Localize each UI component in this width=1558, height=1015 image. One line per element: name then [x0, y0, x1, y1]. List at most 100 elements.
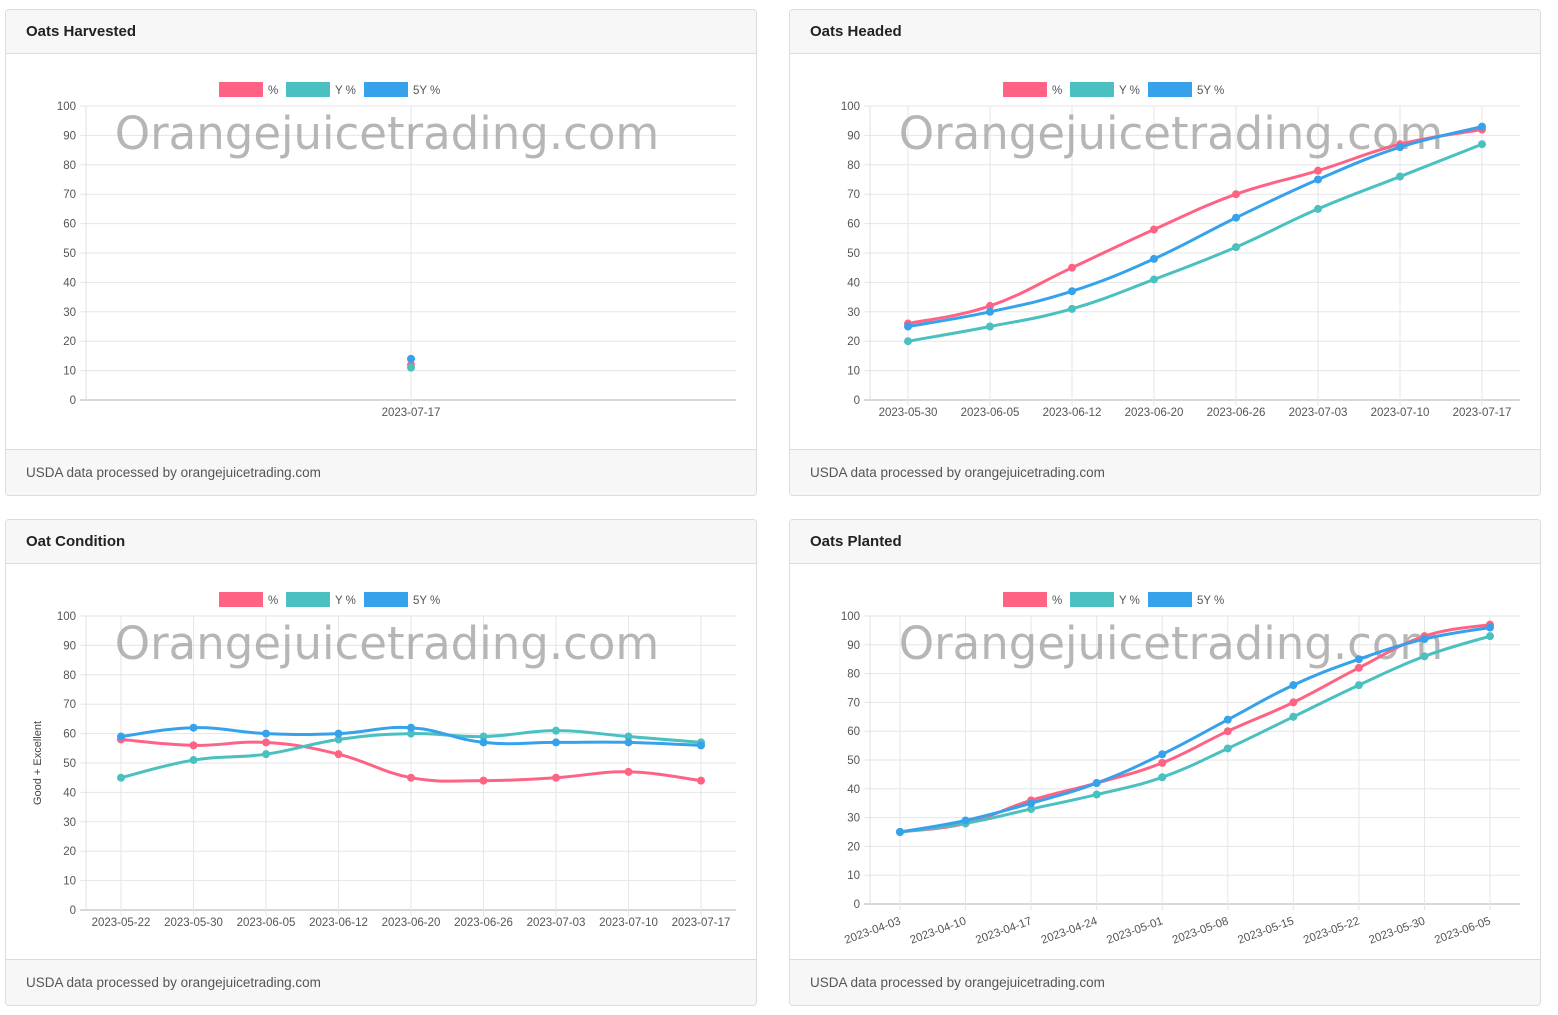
data-point[interactable]: [986, 307, 994, 316]
data-point[interactable]: [1232, 243, 1240, 252]
x-tick-label: 2023-07-17: [672, 917, 731, 929]
data-point[interactable]: [1420, 652, 1429, 661]
data-point[interactable]: [1150, 225, 1158, 234]
legend-swatch[interactable]: [364, 592, 408, 607]
legend-label[interactable]: Y %: [335, 595, 356, 607]
legend-swatch[interactable]: [1003, 82, 1047, 97]
data-point[interactable]: [1092, 779, 1101, 788]
data-point[interactable]: [624, 738, 633, 747]
data-point[interactable]: [552, 773, 560, 782]
series-line[interactable]: [906, 128, 1484, 326]
legend-swatch[interactable]: [1148, 82, 1192, 97]
data-point[interactable]: [1158, 758, 1167, 767]
data-point[interactable]: [1232, 190, 1240, 199]
legend-label[interactable]: 5Y %: [413, 85, 440, 97]
legend-label[interactable]: %: [1052, 595, 1062, 607]
chart-oat-condition: % Y % 5Y % 0 10 20 30 40 50 60 70 80 90 100 2023-05-22…: [32, 592, 736, 929]
legend-swatch[interactable]: [286, 592, 330, 607]
card-footer: USDA data processed by orangejuicetradin…: [6, 449, 756, 495]
data-point[interactable]: [1223, 727, 1232, 736]
data-point[interactable]: [1158, 773, 1167, 782]
data-point[interactable]: [479, 776, 488, 785]
data-point[interactable]: [1158, 750, 1167, 759]
data-point[interactable]: [407, 363, 415, 372]
data-point[interactable]: [1068, 287, 1076, 296]
series-line[interactable]: [898, 634, 1492, 834]
data-point[interactable]: [552, 738, 560, 747]
data-point[interactable]: [189, 756, 198, 765]
legend-swatch[interactable]: [364, 82, 408, 97]
data-point[interactable]: [262, 729, 270, 738]
data-point[interactable]: [262, 738, 270, 747]
legend-label[interactable]: Y %: [335, 85, 356, 97]
card-title: Oat Condition: [6, 520, 756, 564]
legend-label[interactable]: 5Y %: [1197, 85, 1224, 97]
data-point[interactable]: [552, 726, 560, 735]
data-point[interactable]: [1092, 790, 1101, 799]
data-point[interactable]: [1354, 655, 1363, 664]
legend-swatch[interactable]: [1148, 592, 1192, 607]
legend-swatch[interactable]: [1070, 592, 1114, 607]
legend-label[interactable]: %: [1052, 85, 1062, 97]
data-point[interactable]: [961, 816, 970, 825]
legend-swatch[interactable]: [219, 82, 263, 97]
data-point[interactable]: [262, 750, 270, 759]
data-point[interactable]: [1289, 681, 1298, 690]
data-point[interactable]: [1486, 632, 1494, 641]
data-point[interactable]: [1354, 681, 1363, 690]
x-tick-label: 2023-06-20: [1125, 407, 1184, 419]
data-point[interactable]: [904, 337, 912, 346]
data-point[interactable]: [407, 723, 415, 732]
series-line[interactable]: [906, 125, 1484, 328]
data-point[interactable]: [1396, 172, 1404, 181]
legend-label[interactable]: 5Y %: [413, 595, 440, 607]
data-point[interactable]: [986, 322, 994, 331]
data-point[interactable]: [1420, 635, 1429, 644]
data-point[interactable]: [1068, 304, 1076, 313]
legend-label[interactable]: 5Y %: [1197, 595, 1224, 607]
data-point[interactable]: [1314, 175, 1322, 184]
data-point[interactable]: [1223, 715, 1232, 724]
data-point[interactable]: [1068, 263, 1076, 272]
legend-label[interactable]: %: [268, 595, 278, 607]
data-point[interactable]: [189, 741, 198, 750]
legend-swatch[interactable]: [286, 82, 330, 97]
data-point[interactable]: [117, 773, 125, 782]
data-point[interactable]: [407, 773, 415, 782]
data-point[interactable]: [479, 738, 488, 747]
series-line[interactable]: [906, 142, 1484, 343]
data-point[interactable]: [697, 741, 705, 750]
data-point[interactable]: [1289, 712, 1298, 721]
legend-swatch[interactable]: [219, 592, 263, 607]
legend-label[interactable]: %: [268, 85, 278, 97]
data-point[interactable]: [1223, 744, 1232, 753]
legend-label[interactable]: Y %: [1119, 85, 1140, 97]
data-point[interactable]: [1486, 623, 1494, 632]
y-tick-label: 70: [63, 699, 76, 711]
data-point[interactable]: [697, 776, 705, 785]
data-point[interactable]: [1314, 166, 1322, 175]
data-point[interactable]: [117, 732, 125, 741]
data-point[interactable]: [1150, 275, 1158, 284]
data-point[interactable]: [1027, 799, 1036, 808]
y-tick-label: 100: [841, 611, 860, 623]
data-point[interactable]: [334, 750, 343, 759]
data-point[interactable]: [334, 729, 343, 738]
data-point[interactable]: [189, 723, 198, 732]
data-point[interactable]: [1314, 204, 1322, 213]
series-line[interactable]: [898, 626, 1492, 834]
data-point[interactable]: [1396, 143, 1404, 152]
data-point[interactable]: [1289, 698, 1298, 707]
data-point[interactable]: [1478, 140, 1486, 149]
data-point[interactable]: [1150, 254, 1158, 263]
legend-label[interactable]: Y %: [1119, 595, 1140, 607]
legend-swatch[interactable]: [1070, 82, 1114, 97]
data-point[interactable]: [1478, 122, 1486, 131]
data-point[interactable]: [407, 354, 415, 363]
data-point[interactable]: [904, 322, 912, 331]
data-point[interactable]: [1354, 663, 1363, 672]
data-point[interactable]: [624, 767, 633, 776]
legend-swatch[interactable]: [1003, 592, 1047, 607]
data-point[interactable]: [896, 828, 904, 836]
data-point[interactable]: [1232, 213, 1240, 222]
